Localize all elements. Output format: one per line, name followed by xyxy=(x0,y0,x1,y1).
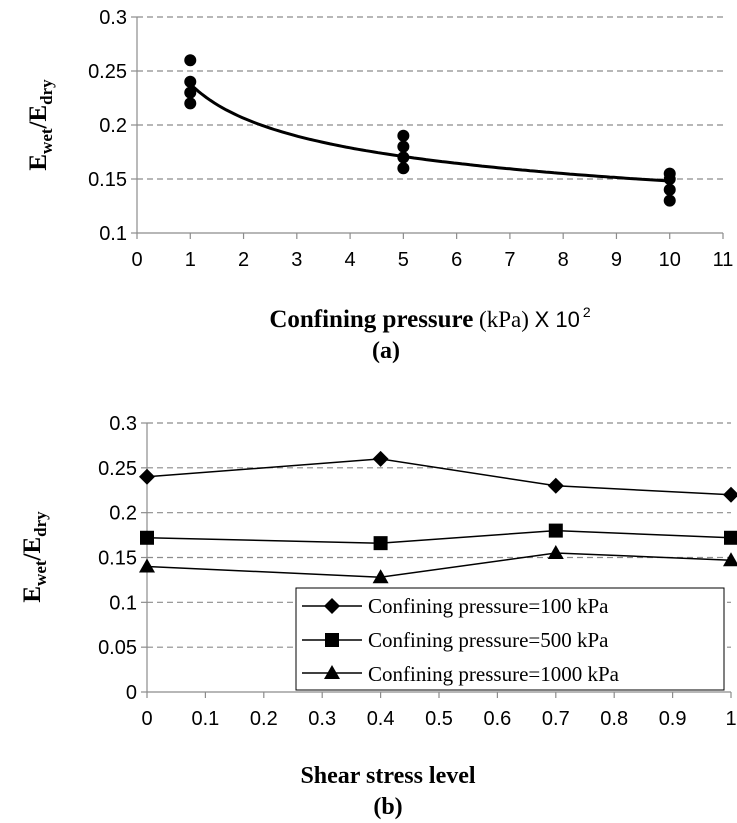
a-data-point xyxy=(184,97,197,110)
a-data-points xyxy=(184,54,676,207)
a-x-tick-label: 8 xyxy=(558,249,569,271)
legend-square-marker xyxy=(325,633,339,647)
b-y-ticks: 0 0.05 0.1 0.15 0.2 0.25 0.3 xyxy=(98,413,137,704)
a-x-tick-label: 1 xyxy=(185,249,196,271)
legend-label-100: Confining pressure=100 kPa xyxy=(368,594,609,618)
legend-triangle-marker xyxy=(324,665,340,679)
a-x-tick-label: 0 xyxy=(131,249,142,271)
legend-label-1000: Confining pressure=1000 kPa xyxy=(368,662,620,686)
b-triangle-point xyxy=(139,558,155,573)
b-series xyxy=(139,450,737,584)
b-x-tick-label: 0.5 xyxy=(425,708,453,730)
a-x-axis-label: Confining pressure (kPa) X 10 2 xyxy=(269,304,591,333)
legend-item-100: Confining pressure=100 kPa xyxy=(302,594,609,618)
a-x-tick-label: 5 xyxy=(398,249,409,271)
a-trendline xyxy=(189,82,670,183)
a-y-tick-label: 0.2 xyxy=(99,115,127,137)
b-series-line-triangle xyxy=(146,552,732,578)
a-data-point xyxy=(184,86,197,99)
legend: Confining pressure=100 kPa Confining pre… xyxy=(295,587,725,691)
b-y-tick-label: 0.2 xyxy=(109,503,137,525)
b-diamond-point xyxy=(372,450,389,467)
panel-b: 00.050.10.150.20.250.3 0 0.1 0.2 0.3 0.4 0.5 0… xyxy=(19,413,737,820)
a-y-tick-label: 0.3 xyxy=(99,7,127,29)
b-x-tick-label: 0.2 xyxy=(250,708,278,730)
b-y-tick-label: 0.25 xyxy=(98,458,137,480)
b-x-tick-label: 0.9 xyxy=(659,708,687,730)
a-data-point xyxy=(663,194,676,207)
legend-diamond-marker xyxy=(324,598,340,614)
b-diamond-point xyxy=(723,486,737,503)
a-data-point xyxy=(397,151,410,164)
b-y-tick-label: 0.3 xyxy=(109,413,137,435)
b-square-point xyxy=(724,530,737,545)
b-y-tick-label: 0.05 xyxy=(98,637,137,659)
b-y-tick-label: 0.15 xyxy=(98,548,137,570)
b-y-tick-label: 0 xyxy=(126,682,137,704)
legend-item-500: Confining pressure=500 kPa xyxy=(302,628,609,652)
a-data-point xyxy=(397,162,410,175)
b-x-tick-label: 0.7 xyxy=(542,708,570,730)
b-square-point xyxy=(548,523,563,538)
a-y-tick-label: 0.1 xyxy=(99,223,127,245)
a-y-tick-label: 0.15 xyxy=(88,169,127,191)
a-x-tick-label: 11 xyxy=(713,249,734,271)
b-square-point xyxy=(140,530,154,545)
legend-box xyxy=(295,587,725,691)
a-x-tick-label: 2 xyxy=(238,249,249,271)
a-axes xyxy=(131,16,724,239)
a-y-ticks: 0.1 0.15 0.2 0.25 0.3 xyxy=(88,7,127,245)
b-triangle-point xyxy=(372,569,389,584)
b-x-tick-label: 0.6 xyxy=(483,708,511,730)
a-y-axis-label: Ewet/Edry xyxy=(25,79,56,171)
a-data-point xyxy=(397,140,410,153)
b-x-tick-label: 0.1 xyxy=(191,708,219,730)
b-x-axis-label: Shear stress level xyxy=(300,763,475,789)
b-x-tick-label: 1 xyxy=(725,708,736,730)
a-x-tick-label: 6 xyxy=(451,249,462,271)
b-triangle-point xyxy=(723,552,737,567)
b-y-tick-label: 0.1 xyxy=(109,592,137,614)
a-x-tick-label: 4 xyxy=(345,249,356,271)
a-x-tick-label: 10 xyxy=(659,249,681,271)
legend-label-500: Confining pressure=500 kPa xyxy=(368,628,609,652)
b-series-line-square xyxy=(146,529,732,544)
panel-a: 0.1 0.15 0.2 0.25 0.3 0 1 2 3 4 5 6 7 8 9 10 11 Ewet/Ed… xyxy=(25,7,733,364)
a-data-point xyxy=(663,183,676,196)
b-square-point xyxy=(373,536,388,551)
a-data-point xyxy=(663,173,676,185)
a-gridlines xyxy=(137,16,723,180)
b-y-axis-label: Ewet/Edry xyxy=(19,511,50,603)
a-data-point xyxy=(397,129,410,142)
b-x-tick-label: 0.8 xyxy=(600,708,628,730)
a-y-tick-label: 0.25 xyxy=(88,61,127,83)
b-diamond-point xyxy=(547,477,564,494)
b-triangle-point xyxy=(547,545,564,560)
a-x-tick-label: 3 xyxy=(291,249,302,271)
b-series-line-diamond xyxy=(146,458,732,496)
b-x-tick-label: 0.3 xyxy=(308,708,336,730)
a-x-tick-label: 9 xyxy=(611,249,622,271)
a-x-ticks: 0 1 2 3 4 5 6 7 8 9 10 11 xyxy=(131,249,733,271)
b-axes xyxy=(141,422,732,698)
a-data-point xyxy=(184,54,197,67)
a-panel-caption: (a) xyxy=(372,338,400,364)
a-x-tick-label: 7 xyxy=(504,249,515,271)
b-panel-caption: (b) xyxy=(373,794,402,820)
a-data-point xyxy=(184,75,197,88)
b-x-tick-label: 0.4 xyxy=(367,708,395,730)
b-x-tick-label: 0 xyxy=(141,708,152,730)
b-diamond-point xyxy=(139,468,155,485)
b-x-ticks: 0 0.1 0.2 0.3 0.4 0.5 0.6 0.7 0.8 0.9 1 xyxy=(141,708,736,730)
legend-item-1000: Confining pressure=1000 kPa xyxy=(302,662,620,686)
